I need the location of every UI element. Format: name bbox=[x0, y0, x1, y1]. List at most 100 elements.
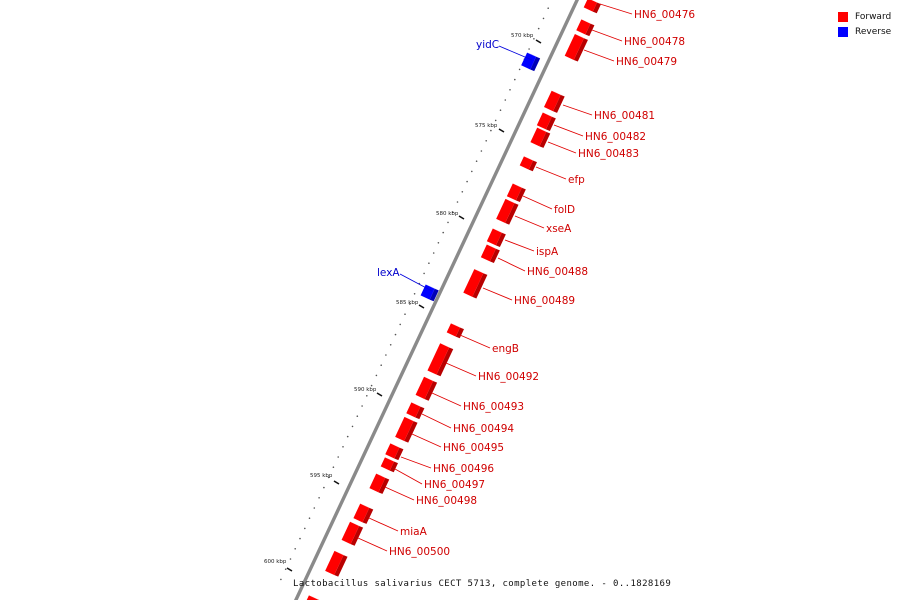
reverse-gene-block[interactable] bbox=[521, 52, 541, 72]
forward-gene-block[interactable] bbox=[480, 244, 500, 264]
gene-label[interactable]: HN6_00482 bbox=[585, 131, 646, 143]
gene-label[interactable]: HN6_00479 bbox=[616, 56, 677, 68]
gene-label-group[interactable]: xseA bbox=[514, 215, 572, 235]
gene-label-group[interactable]: HN6_00495 bbox=[411, 433, 504, 454]
gene-label[interactable]: HN6_00496 bbox=[433, 463, 494, 475]
forward-gene-block[interactable] bbox=[530, 127, 551, 148]
tick-label: 595 kbp bbox=[310, 473, 333, 479]
gene-label-group[interactable]: HN6_00478 bbox=[591, 29, 685, 48]
gene-label-group[interactable]: HN6_00483 bbox=[547, 141, 639, 160]
gene-label-group[interactable]: HN6_00476 bbox=[599, 3, 695, 21]
forward-gene-block[interactable] bbox=[341, 521, 364, 546]
gene-label-group[interactable]: HN6_00496 bbox=[400, 456, 494, 475]
minor-tick-dot bbox=[409, 303, 411, 305]
minor-tick-dot bbox=[452, 211, 454, 213]
forward-gene-block[interactable] bbox=[564, 33, 588, 62]
forward-gene-block[interactable] bbox=[406, 402, 425, 420]
gene-label[interactable]: HN6_00495 bbox=[443, 442, 504, 454]
gene-label[interactable]: HN6_00489 bbox=[514, 295, 575, 307]
gene-label[interactable]: HN6_00498 bbox=[416, 495, 477, 507]
minor-tick-dot bbox=[514, 78, 516, 81]
forward-gene-block[interactable] bbox=[536, 112, 556, 132]
forward-gene-block[interactable] bbox=[385, 443, 404, 461]
forward-gene-block[interactable] bbox=[415, 376, 438, 401]
gene-label[interactable]: HN6_00478 bbox=[624, 36, 685, 48]
gene-label[interactable]: xseA bbox=[546, 223, 572, 235]
forward-gene-block[interactable] bbox=[543, 90, 565, 113]
minor-tick-dot bbox=[447, 221, 449, 224]
tick-label: 585 kbp bbox=[396, 300, 419, 306]
reverse-gene-block[interactable] bbox=[420, 284, 439, 302]
gene-label[interactable]: HN6_00488 bbox=[527, 266, 588, 278]
forward-gene-block[interactable] bbox=[427, 343, 454, 377]
minor-tick-dot bbox=[284, 568, 287, 570]
forward-gene-block[interactable] bbox=[576, 19, 595, 37]
gene-label-group[interactable]: efp bbox=[535, 166, 585, 186]
minor-tick-dot bbox=[432, 252, 435, 254]
gene-label-group[interactable]: HN6_00481 bbox=[562, 104, 655, 122]
gene-label[interactable]: HN6_00493 bbox=[463, 401, 524, 413]
minor-tick-dot bbox=[294, 548, 297, 550]
forward-gene-block[interactable] bbox=[496, 198, 519, 225]
forward-gene-block[interactable] bbox=[325, 550, 348, 577]
forward-gene-block[interactable] bbox=[305, 595, 322, 600]
gene-label[interactable]: HN6_00500 bbox=[389, 546, 450, 558]
forward-gene-block[interactable] bbox=[519, 156, 537, 172]
gene-label[interactable]: HN6_00483 bbox=[578, 148, 639, 160]
gene-label-group[interactable]: HN6_00479 bbox=[583, 49, 677, 68]
gene-label[interactable]: HN6_00476 bbox=[634, 9, 695, 21]
gene-label[interactable]: efp bbox=[568, 174, 585, 186]
gene-label-group[interactable]: yidC bbox=[476, 39, 533, 61]
minor-tick-dot bbox=[356, 415, 359, 418]
gene-label[interactable]: HN6_00492 bbox=[478, 371, 539, 383]
gene-label[interactable]: engB bbox=[492, 343, 519, 355]
gene-label[interactable]: lexA bbox=[377, 267, 400, 279]
gene-label-group[interactable]: HN6_00482 bbox=[553, 124, 646, 143]
forward-gene-block[interactable] bbox=[395, 416, 418, 443]
gene-label-group[interactable]: engB bbox=[459, 334, 519, 355]
gene-label-group[interactable]: HN6_00497 bbox=[394, 468, 485, 491]
minor-tick-dot bbox=[366, 395, 368, 397]
gene-label[interactable]: HN6_00497 bbox=[424, 479, 485, 491]
minor-tick-dot bbox=[456, 201, 459, 203]
gene-label[interactable]: ispA bbox=[536, 246, 559, 258]
forward-gene-block[interactable] bbox=[486, 228, 506, 248]
gene-label-group[interactable]: HN6_00498 bbox=[384, 486, 477, 507]
gene-label-group[interactable]: HN6_00500 bbox=[357, 537, 450, 558]
gene-label-group[interactable]: folD bbox=[522, 195, 575, 216]
scale-tick: 585 kbp bbox=[396, 300, 425, 309]
gene-label-group[interactable]: lexA bbox=[377, 267, 433, 292]
minor-tick-dot bbox=[533, 38, 535, 40]
minor-tick-dot bbox=[361, 405, 363, 407]
scale-tick: 590 kbp bbox=[354, 387, 383, 397]
genome-caption: Lactobacillus salivarius CECT 5713, comp… bbox=[293, 579, 672, 589]
gene-label-group[interactable]: HN6_00494 bbox=[421, 413, 514, 435]
minor-tick-dot bbox=[504, 99, 507, 101]
forward-gene-block[interactable] bbox=[583, 0, 601, 14]
gene-label-group[interactable]: ispA bbox=[504, 239, 559, 258]
legend-swatch-forward bbox=[838, 11, 848, 22]
gene-label[interactable]: miaA bbox=[400, 526, 428, 538]
forward-gene-block[interactable] bbox=[353, 503, 374, 524]
gene-label-group[interactable]: HN6_00489 bbox=[482, 287, 575, 307]
forward-gene-block[interactable] bbox=[506, 183, 526, 203]
forward-gene-block[interactable] bbox=[380, 457, 398, 473]
minor-tick-dot bbox=[332, 466, 335, 469]
forward-gene-block[interactable] bbox=[369, 473, 390, 494]
gene-label[interactable]: HN6_00494 bbox=[453, 423, 514, 435]
minor-tick-dot bbox=[518, 68, 521, 71]
gene-label[interactable]: yidC bbox=[476, 39, 499, 51]
gene-label[interactable]: HN6_00481 bbox=[594, 110, 655, 122]
gene-label-group[interactable]: miaA bbox=[368, 517, 428, 538]
forward-gene-block[interactable] bbox=[446, 323, 464, 339]
minor-tick-dot bbox=[485, 140, 488, 142]
gene-label-group[interactable]: HN6_00492 bbox=[445, 362, 539, 383]
forward-gene-block[interactable] bbox=[463, 269, 488, 299]
legend: Forward Reverse bbox=[838, 9, 891, 39]
scale-tick: 580 kbp bbox=[436, 211, 465, 220]
gene-label[interactable]: folD bbox=[554, 204, 575, 216]
gene-features bbox=[305, 0, 601, 600]
minor-tick-dot bbox=[542, 17, 545, 20]
gene-label-group[interactable]: HN6_00488 bbox=[497, 257, 588, 278]
gene-label-group[interactable]: HN6_00493 bbox=[431, 392, 524, 413]
